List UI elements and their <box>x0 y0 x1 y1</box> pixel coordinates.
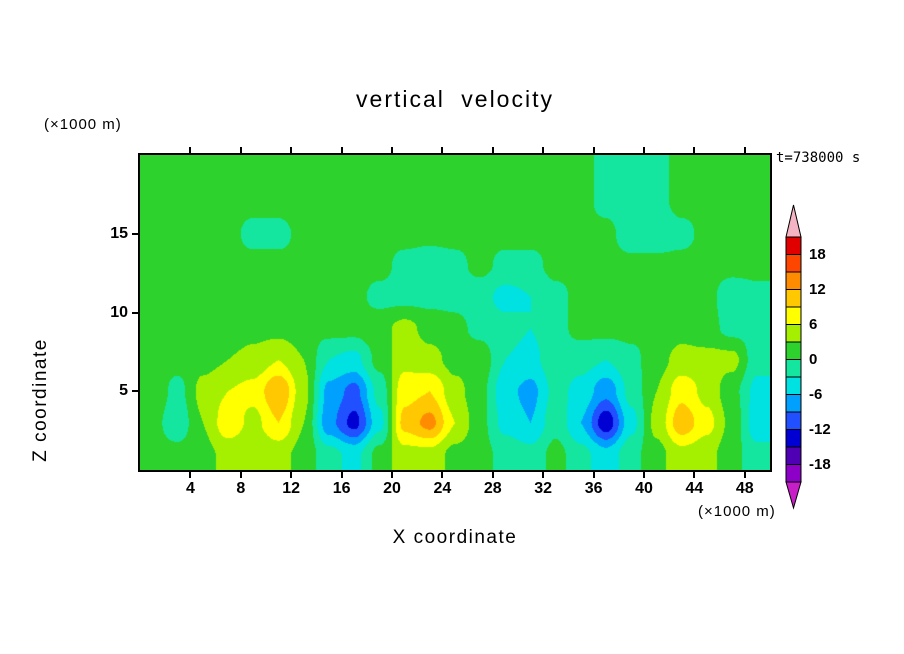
x-axis-tick-label: 12 <box>282 480 301 497</box>
x-axis-top-tick <box>340 147 343 155</box>
x-axis-tick <box>441 470 444 478</box>
y-axis-tick-label: 10 <box>110 303 128 321</box>
colorbar-top-arrow <box>785 204 802 238</box>
colorbar-band <box>785 271 802 290</box>
x-axis-title: X coordinate <box>392 527 518 548</box>
x-axis-units-label: (×1000 m) <box>698 503 776 520</box>
y-axis-tick <box>132 232 140 235</box>
colorbar-tick-label: -18 <box>809 455 831 473</box>
x-axis-tick <box>391 470 393 478</box>
x-axis-top-tick <box>491 147 494 155</box>
x-axis-tick-label: 24 <box>433 480 452 497</box>
y-axis-tick <box>132 390 140 393</box>
x-axis-top-tick <box>189 147 192 155</box>
x-axis-tick-label: 4 <box>185 480 195 497</box>
colorbar-band <box>785 324 802 343</box>
x-axis-top-tick <box>542 147 545 155</box>
x-axis-tick-label: 28 <box>483 480 502 497</box>
x-axis-tick-label: 36 <box>584 480 603 497</box>
colorbar-tick-label: 12 <box>809 280 826 298</box>
colorbar-band <box>785 394 802 413</box>
x-axis-tick-label: 44 <box>685 480 704 497</box>
y-axis-tick-label: 5 <box>119 382 128 400</box>
colorbar-band <box>785 289 802 308</box>
colorbar-bottom-arrow <box>785 481 802 510</box>
x-axis-tick <box>542 470 545 478</box>
x-axis-top-tick <box>643 147 645 155</box>
colorbar-tick-label: -12 <box>809 420 831 438</box>
colorbar-band <box>785 306 802 325</box>
colorbar-band <box>785 464 802 483</box>
x-axis-tick <box>743 470 746 478</box>
x-axis-tick-label: 16 <box>332 480 351 497</box>
x-axis-top-tick <box>239 147 242 155</box>
x-axis-tick <box>693 470 696 478</box>
x-axis-top-tick <box>743 147 746 155</box>
x-axis-tick-label: 48 <box>735 480 754 497</box>
x-axis-tick-label: 40 <box>635 480 653 497</box>
colorbar-tick-label: -6 <box>809 385 823 403</box>
y-axis-tick <box>132 311 140 314</box>
x-axis-top-tick <box>290 147 293 155</box>
y-axis-units-label: (×1000 m) <box>44 116 122 133</box>
x-axis-top-tick <box>592 147 595 155</box>
colorbar-tick-label: 0 <box>809 350 818 368</box>
colorbar-band <box>785 429 802 448</box>
x-axis-tick <box>592 470 595 478</box>
colorbar-band <box>785 254 802 273</box>
x-axis-tick-label: 20 <box>383 480 401 497</box>
x-axis-tick <box>643 470 645 478</box>
colorbar-band <box>785 446 802 465</box>
colorbar-tick-label: 18 <box>809 245 826 263</box>
contour-plot-canvas <box>140 155 770 470</box>
plot-frame <box>138 153 772 472</box>
chart-title: vertical velocity <box>356 86 554 112</box>
colorbar-band <box>785 376 802 395</box>
x-axis-tick <box>189 470 192 478</box>
colorbar-band <box>785 236 802 255</box>
x-axis-tick <box>491 470 494 478</box>
x-axis-top-tick <box>391 147 393 155</box>
colorbar-tick-label: 6 <box>809 315 818 333</box>
x-axis-tick-label: 8 <box>236 480 246 497</box>
x-axis-tick <box>239 470 242 478</box>
colorbar-svg <box>785 204 802 510</box>
colorbar-band <box>785 411 802 430</box>
x-axis-top-tick <box>441 147 444 155</box>
x-axis-tick <box>290 470 293 478</box>
colorbar-band <box>785 341 802 360</box>
y-axis-tick-label: 15 <box>110 224 128 242</box>
timestamp-label: t=738000 s <box>776 150 861 166</box>
x-axis-tick-label: 32 <box>534 480 553 497</box>
x-axis-top-tick <box>693 147 696 155</box>
y-axis-title: Z coordinate <box>30 338 51 462</box>
x-axis-tick <box>340 470 343 478</box>
colorbar-band <box>785 359 802 378</box>
